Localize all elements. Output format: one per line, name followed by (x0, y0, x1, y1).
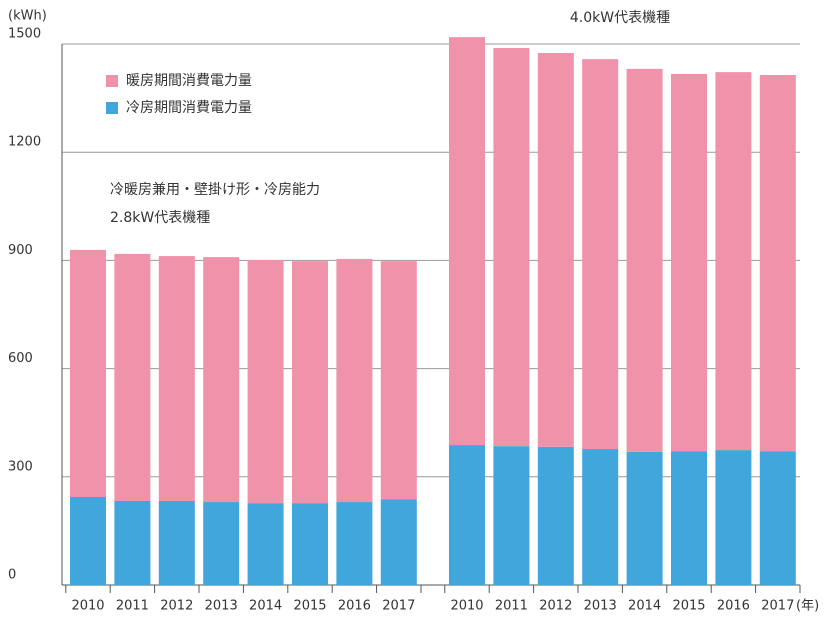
x-tick-label: 2016 (717, 599, 750, 614)
bar-segment (158, 256, 195, 501)
bar-segment (493, 47, 530, 447)
bar-segment (715, 450, 752, 585)
legend-swatch (106, 102, 118, 114)
x-tick-label: 2014 (249, 599, 282, 614)
x-tick-label: 2011 (495, 599, 528, 614)
bar-segment (759, 451, 796, 585)
bar-segment (759, 75, 796, 452)
x-tick-label: 2015 (672, 599, 705, 614)
y-tick-label: 0 (8, 568, 16, 583)
x-tick-label: 2017 (382, 599, 415, 614)
bar-segment (292, 261, 328, 504)
bar-segment (537, 446, 574, 585)
bar-segment (582, 59, 619, 450)
x-tick-label: 2015 (293, 599, 326, 614)
bar-segment (380, 499, 417, 585)
x-tick-label: 2010 (71, 599, 104, 614)
bar-segment (626, 451, 663, 585)
bar-segment (247, 503, 284, 585)
x-tick-label: 2013 (205, 599, 238, 614)
legend-label: 冷房期間消費電力量 (126, 100, 252, 116)
x-unit: (年) (796, 599, 819, 614)
bar-segment (449, 37, 485, 446)
bar-segment (336, 258, 373, 503)
bar-segment (114, 253, 151, 501)
x-tick-label: 2011 (116, 599, 149, 614)
bar-segment (380, 261, 417, 500)
bar-segment (537, 53, 574, 447)
annotation: 冷暖房兼用・壁掛け形・冷房能力 (110, 182, 320, 198)
bar-segment (70, 496, 106, 585)
bar-segment (671, 451, 707, 585)
bar-segment (203, 257, 240, 503)
x-tick-label: 2013 (584, 599, 617, 614)
bar-segment (715, 72, 752, 451)
bar-segment (582, 449, 619, 585)
x-tick-label: 2012 (160, 599, 193, 614)
bar-segment (114, 500, 151, 585)
x-tick-label: 2017 (761, 599, 794, 614)
bar-segment (493, 446, 530, 585)
bar-segment (626, 68, 663, 452)
y-tick-label: 1200 (8, 135, 41, 150)
legend-label: 暖房期間消費電力量 (126, 73, 252, 89)
bar-segment (247, 260, 284, 504)
x-tick-label: 2010 (450, 599, 483, 614)
bar-segment (292, 503, 328, 585)
y-tick-label: 600 (8, 351, 33, 366)
bar-segment (449, 445, 485, 585)
bar-segment (336, 502, 373, 585)
x-tick-label: 2012 (539, 599, 572, 614)
x-tick-label: 2016 (338, 599, 371, 614)
bar-segment (671, 73, 707, 452)
bar-segment (70, 249, 106, 497)
annotation: 2.8kW代表機種 (110, 210, 210, 226)
bar-segment (203, 502, 240, 585)
y-tick-label: 900 (8, 243, 33, 258)
y-tick-label: 300 (8, 459, 33, 474)
y-unit: (kWh) (8, 9, 47, 24)
bar-segment (158, 500, 195, 585)
y-tick-label: 1500 (8, 27, 41, 42)
annotation: 4.0kW代表機種 (570, 10, 670, 26)
legend-swatch (106, 75, 118, 87)
x-tick-label: 2014 (628, 599, 661, 614)
